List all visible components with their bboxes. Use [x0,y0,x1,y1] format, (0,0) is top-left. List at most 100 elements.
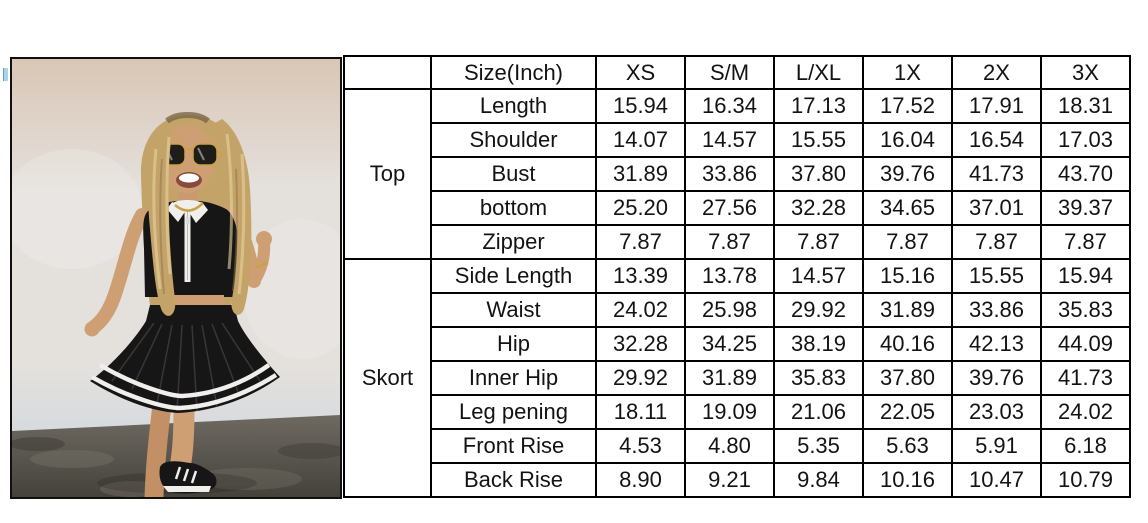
measure-value: 4.80 [684,428,775,464]
measure-value: 9.84 [773,462,864,498]
measure-value: 40.16 [862,326,953,362]
size-col-s-m: S/M [684,55,775,90]
stray-cursor-artifact [3,68,8,81]
table-row: Top Length 15.94 16.34 17.13 17.52 17.91 18.31 [343,88,1131,260]
table-row: Front Rise 4.53 4.80 5.35 5.63 5.91 6.18 [344,428,1131,464]
measure-label-hip: Hip [430,326,597,362]
measure-value: 23.03 [951,394,1042,430]
teeth [179,173,199,183]
measure-value: 24.02 [1040,394,1131,430]
table-row: Shoulder 14.07 14.57 15.55 16.04 16.54 17.03 [344,122,1131,158]
measure-value: 35.83 [773,360,864,396]
measure-value: 5.35 [773,428,864,464]
measure-value: 31.89 [595,156,686,192]
necklace [174,202,204,212]
measure-value: 22.05 [862,394,953,430]
measure-label-leg-pening: Leg pening [430,394,597,430]
zipper-pull [186,217,190,224]
measure-value: 34.25 [684,326,775,362]
corner-cell [343,55,432,90]
hem-stripe-lower [90,373,278,411]
table-row: Waist 24.02 25.98 29.92 31.89 33.86 35.83 [344,292,1131,328]
size-col-3x: 3X [1040,55,1131,90]
measure-value: 35.83 [1040,292,1131,328]
measure-value: 15.55 [773,122,864,158]
group-cell-skort: Skort [343,258,432,498]
measure-value: 37.80 [773,156,864,192]
measure-value: 9.21 [684,462,775,498]
table-row: Skort Side Length 13.39 13.78 14.57 15.16 15.5… [343,258,1131,498]
measure-value: 27.56 [684,190,775,226]
hair-front [148,119,252,316]
measure-value: 29.92 [773,292,864,328]
measure-value: 17.52 [862,88,953,124]
measure-value: 13.39 [595,258,686,294]
measure-value: 10.47 [951,462,1042,498]
waistband [146,305,238,321]
table-row: Zipper 7.87 7.87 7.87 7.87 7.87 7.87 [344,224,1131,260]
table-row: Hip 32.28 34.25 38.19 40.16 42.13 44.09 [344,326,1131,362]
size-table-body: Top Length 15.94 16.34 17.13 17.52 17.91 18.31 S… [343,88,1131,498]
measure-value: 25.20 [595,190,686,226]
measure-value: 31.89 [862,292,953,328]
measure-label-front-rise: Front Rise [430,428,597,464]
collar-left [167,202,187,222]
size-table-head: Size(Inch) XS S/M L/XL 1X 2X 3X [343,55,1131,90]
measure-value: 16.54 [951,122,1042,158]
hem-stripe-upper [98,363,271,399]
measure-value: 39.76 [862,156,953,192]
measure-value: 5.63 [862,428,953,464]
table-row: Inner Hip 29.92 31.89 35.83 37.80 39.76 41.73 [344,360,1131,396]
sneaker-stripes [174,466,198,484]
measure-value: 7.87 [595,224,686,260]
table-row: Back Rise 8.90 9.21 9.84 10.16 10.47 10.79 [344,462,1131,498]
measure-value: 21.06 [773,394,864,430]
measure-label-bust: Bust [430,156,597,192]
table-row: Bust 31.89 33.86 37.80 39.76 41.73 43.70 [344,156,1131,192]
measure-value: 15.94 [1040,258,1131,294]
measure-value: 32.28 [595,326,686,362]
measure-value: 44.09 [1040,326,1131,362]
measure-value: 33.86 [951,292,1042,328]
measure-value: 14.57 [773,258,864,294]
measure-value: 39.37 [1040,190,1131,226]
pleated-skort [90,321,280,413]
measure-value: 19.09 [684,394,775,430]
measure-label-back-rise: Back Rise [430,462,597,498]
size-table-wrap: Size(Inch) XS S/M L/XL 1X 2X 3X Top Length 15.94… [343,55,1131,498]
measure-value: 7.87 [862,224,953,260]
measure-value: 14.57 [684,122,775,158]
measure-value: 29.92 [595,360,686,396]
measure-value: 4.53 [595,428,686,464]
measure-value: 7.87 [684,224,775,260]
measure-value: 41.73 [951,156,1042,192]
measure-value: 43.70 [1040,156,1131,192]
measure-value: 17.91 [951,88,1042,124]
measure-value: 13.78 [684,258,775,294]
measure-value: 7.87 [951,224,1042,260]
size-table: Size(Inch) XS S/M L/XL 1X 2X 3X Top Length 15.94… [343,55,1131,498]
table-row: Leg pening 18.11 19.09 21.06 22.05 23.03 24.02 [344,394,1131,430]
bracelet [255,261,269,269]
measure-value: 37.80 [862,360,953,396]
model-photo [10,57,342,499]
measure-value: 42.13 [951,326,1042,362]
measure-label-side-length: Side Length [430,258,597,294]
measure-value: 5.91 [951,428,1042,464]
measure-value: 25.98 [684,292,775,328]
group-cell-top: Top [343,88,432,260]
measure-value: 17.03 [1040,122,1131,158]
measure-value: 10.16 [862,462,953,498]
model-figure [84,112,280,497]
measure-value: 39.76 [951,360,1042,396]
measure-value: 7.87 [773,224,864,260]
measure-value: 15.16 [862,258,953,294]
measure-value: 41.73 [1040,360,1131,396]
size-unit-header: Size(Inch) [430,55,597,90]
size-col-1x: 1X [862,55,953,90]
measure-value: 15.55 [951,258,1042,294]
collar-right [187,202,208,223]
measure-label-length: Length [430,88,597,124]
measure-value: 14.07 [595,122,686,158]
